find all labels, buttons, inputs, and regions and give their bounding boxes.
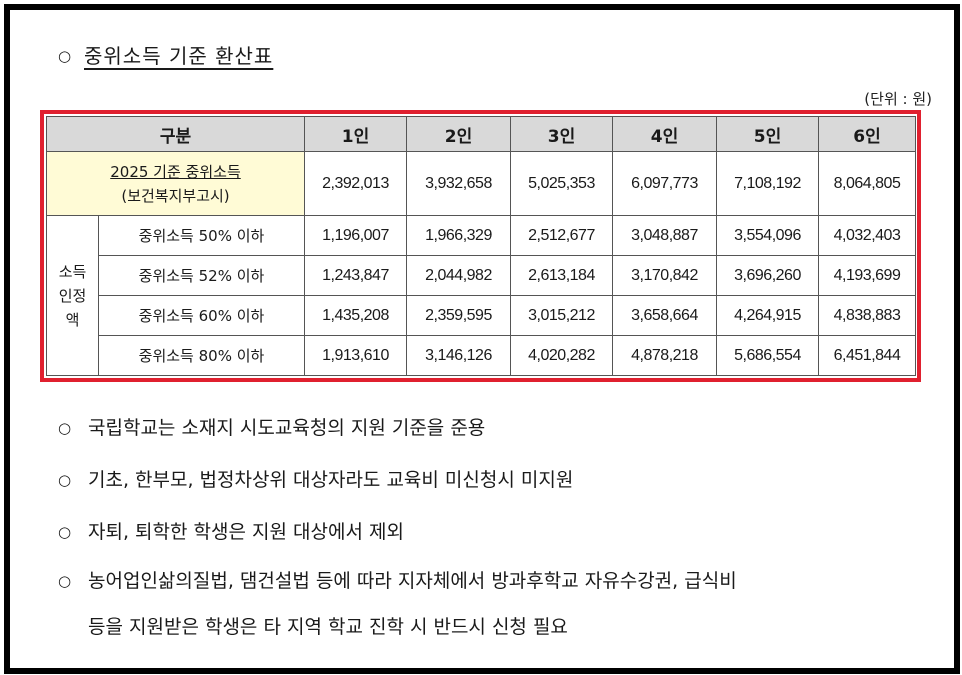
- table-cell: 8,064,805: [818, 151, 916, 216]
- income-group-label: 소득 인정 액: [46, 215, 99, 376]
- table-cell: 2,512,677: [510, 215, 613, 256]
- group-label-line: 소득: [58, 262, 87, 281]
- row-label: 중위소득 52% 이하: [98, 255, 305, 296]
- section-heading: ○ 중위소득 기준 환산표: [58, 40, 273, 69]
- highlight-box: 구분 1인 2인 3인 4인 5인 6인 2025 기준 중위소득 (보건복지부…: [40, 110, 921, 382]
- table-cell: 3,554,096: [716, 215, 819, 256]
- unit-note: (단위 : 원): [864, 90, 932, 108]
- note-item: ○ 자퇴, 퇴학한 학생은 지원 대상에서 제외: [58, 506, 938, 558]
- table-cell: 4,020,282: [510, 335, 613, 376]
- table-cell: 3,170,842: [612, 255, 717, 296]
- table-row-base: 2025 기준 중위소득 (보건복지부고시) 2,392,013 3,932,6…: [46, 151, 916, 216]
- table-cell: 3,048,887: [612, 215, 717, 256]
- note-text: 기초, 한부모, 법정차상위 대상자라도 교육비 미신청시 미지원: [88, 469, 574, 491]
- note-item: ○ 국립학교는 소재지 시도교육청의 지원 기준을 준용: [58, 402, 938, 454]
- header-6p: 6인: [818, 116, 916, 152]
- table-cell: 3,696,260: [716, 255, 819, 296]
- header-5p: 5인: [716, 116, 819, 152]
- note-text: 자퇴, 퇴학한 학생은 지원 대상에서 제외: [88, 521, 404, 543]
- note-bullet: ○: [58, 572, 72, 590]
- table-row: 중위소득 80% 이하 1,913,610 3,146,126 4,020,28…: [47, 335, 916, 376]
- table-cell: 2,613,184: [510, 255, 613, 296]
- table-cell: 6,097,773: [612, 151, 717, 216]
- table-cell: 3,932,658: [406, 151, 511, 216]
- table-cell: 4,878,218: [612, 335, 717, 376]
- heading-title: 중위소득 기준 환산표: [84, 44, 274, 68]
- table-header-row: 구분 1인 2인 3인 4인 5인 6인: [46, 116, 916, 152]
- note-text: 국립학교는 소재지 시도교육청의 지원 기준을 준용: [88, 417, 486, 439]
- heading-bullet: ○: [58, 47, 73, 65]
- row-label: 중위소득 80% 이하: [98, 335, 305, 376]
- table-cell: 4,193,699: [818, 255, 916, 296]
- header-4p: 4인: [612, 116, 717, 152]
- document-frame: ○ 중위소득 기준 환산표 (단위 : 원) 구분 1인 2인 3인 4인 5인 …: [4, 4, 960, 674]
- note-bullet: ○: [58, 523, 72, 541]
- notes-list: ○ 국립학교는 소재지 시도교육청의 지원 기준을 준용 ○ 기초, 한부모, …: [58, 402, 938, 650]
- note-bullet: ○: [58, 419, 72, 437]
- note-text: 농어업인삶의질법, 댐건설법 등에 따라 지자체에서 방과후학교 자유수강권, …: [88, 570, 737, 592]
- row-label: 중위소득 60% 이하: [98, 295, 305, 336]
- table-cell: 1,913,610: [304, 335, 407, 376]
- group-label-line: 인정: [58, 286, 87, 305]
- table-cell: 1,196,007: [304, 215, 407, 256]
- group-label-line: 액: [65, 310, 80, 329]
- table-cell: 2,359,595: [406, 295, 511, 336]
- table-row: 중위소득 52% 이하 1,243,847 2,044,982 2,613,18…: [47, 255, 916, 296]
- table-cell: 3,146,126: [406, 335, 511, 376]
- table-cell: 4,838,883: [818, 295, 916, 336]
- header-1p: 1인: [304, 116, 407, 152]
- table-cell: 4,032,403: [818, 215, 916, 256]
- table-cell: 3,658,664: [612, 295, 717, 336]
- table-cell: 5,025,353: [510, 151, 613, 216]
- base-row-label: 2025 기준 중위소득 (보건복지부고시): [46, 151, 305, 216]
- table-cell: 1,435,208: [304, 295, 407, 336]
- table-row: 소득 인정 액 중위소득 50% 이하 1,196,007 1,966,329 …: [46, 215, 916, 376]
- table-cell: 1,243,847: [304, 255, 407, 296]
- table-cell: 4,264,915: [716, 295, 819, 336]
- header-2p: 2인: [406, 116, 511, 152]
- table-cell: 5,686,554: [716, 335, 819, 376]
- note-item: ○ 농어업인삶의질법, 댐건설법 등에 따라 지자체에서 방과후학교 자유수강권…: [58, 558, 938, 650]
- header-3p: 3인: [510, 116, 613, 152]
- row-label: 중위소득 50% 이하: [98, 215, 305, 256]
- table-cell: 2,044,982: [406, 255, 511, 296]
- header-category: 구분: [46, 116, 305, 152]
- table-cell: 1,966,329: [406, 215, 511, 256]
- base-label-line1: 2025 기준 중위소득: [110, 162, 241, 181]
- median-income-table: 구분 1인 2인 3인 4인 5인 6인 2025 기준 중위소득 (보건복지부…: [46, 116, 916, 376]
- table-cell: 3,015,212: [510, 295, 613, 336]
- table-cell: 2,392,013: [304, 151, 407, 216]
- table-cell: 7,108,192: [716, 151, 819, 216]
- table-row: 중위소득 60% 이하 1,435,208 2,359,595 3,015,21…: [47, 295, 916, 336]
- table-cell: 6,451,844: [818, 335, 916, 376]
- note-text-continued: 등을 지원받은 학생은 타 지역 학교 진학 시 반드시 신청 필요: [88, 616, 568, 638]
- note-item: ○ 기초, 한부모, 법정차상위 대상자라도 교육비 미신청시 미지원: [58, 454, 938, 506]
- base-label-line2: (보건복지부고시): [121, 186, 230, 205]
- note-bullet: ○: [58, 471, 72, 489]
